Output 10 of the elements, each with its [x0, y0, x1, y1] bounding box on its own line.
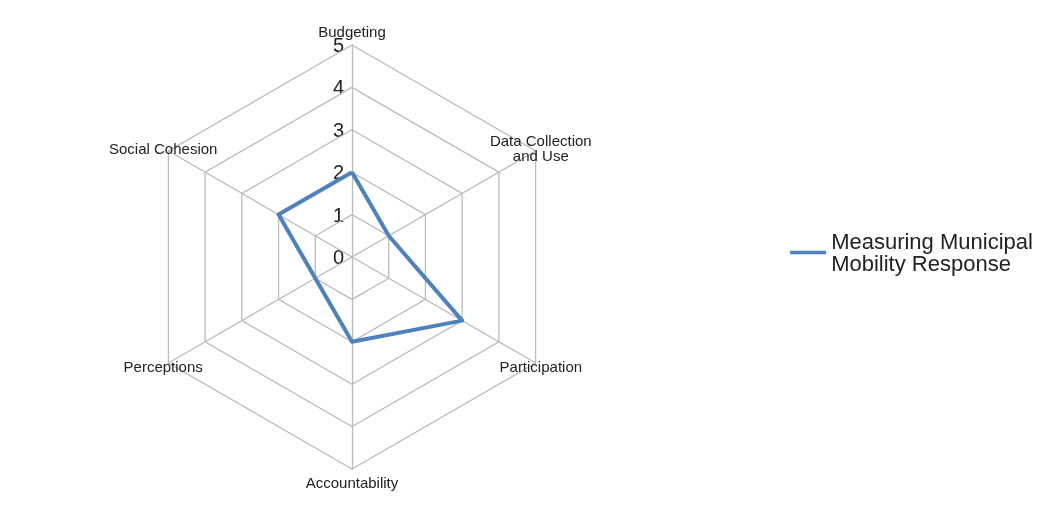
legend-label: Measuring Municipal Mobility Response	[831, 229, 1039, 276]
y-tick-label: 1	[332, 203, 344, 226]
y-tick-label: 4	[332, 76, 344, 99]
spoke-label: Accountability	[305, 474, 399, 491]
spoke-label: Perceptions	[123, 357, 203, 375]
spoke-label: Data Collection and Use	[489, 132, 592, 164]
y-tick-label: 3	[332, 118, 344, 141]
y-tick-label: 0	[332, 246, 344, 268]
spoke-label: Participation	[499, 357, 583, 375]
spoke-label: Social Cohesion	[109, 139, 218, 157]
